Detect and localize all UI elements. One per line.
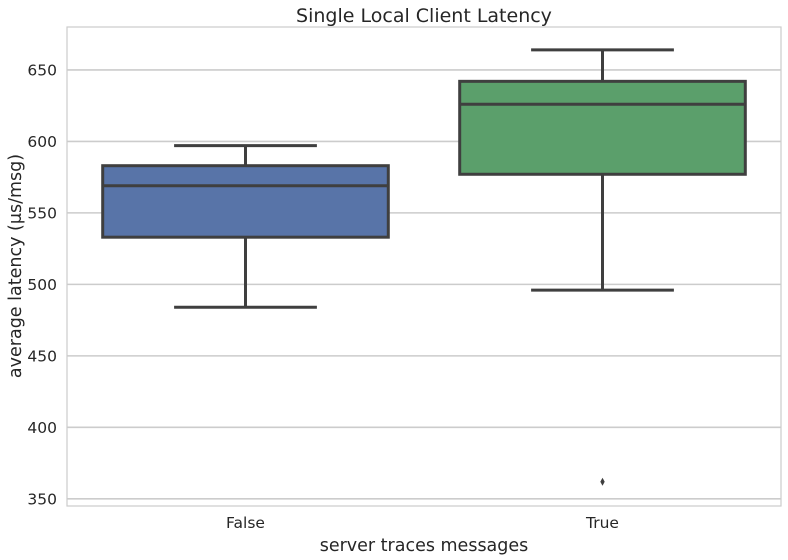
x-axis-label: server traces messages [320, 536, 529, 556]
y-tick-label: 600 [27, 133, 57, 151]
outlier-point [600, 477, 605, 486]
y-tick-label: 350 [27, 490, 57, 508]
box-iqr [101, 164, 390, 239]
box-false [101, 144, 390, 309]
box-true [458, 48, 747, 486]
y-tick-label: 450 [27, 347, 57, 365]
x-tick-label: True [585, 514, 619, 532]
x-tick-labels: False True [226, 514, 619, 532]
boxes [101, 48, 747, 486]
x-tick-label: False [226, 514, 265, 532]
chart-title: Single Local Client Latency [296, 5, 552, 27]
plot-frame [66, 26, 782, 507]
y-tick-label: 400 [27, 419, 57, 437]
y-tick-label: 550 [27, 204, 57, 222]
y-tick-labels: 350 400 450 500 550 600 650 [27, 61, 57, 508]
box-iqr [458, 79, 747, 176]
y-tick-label: 500 [27, 276, 57, 294]
y-tick-label: 650 [27, 61, 57, 79]
y-axis-label: average latency (μs/msg) [6, 154, 26, 378]
